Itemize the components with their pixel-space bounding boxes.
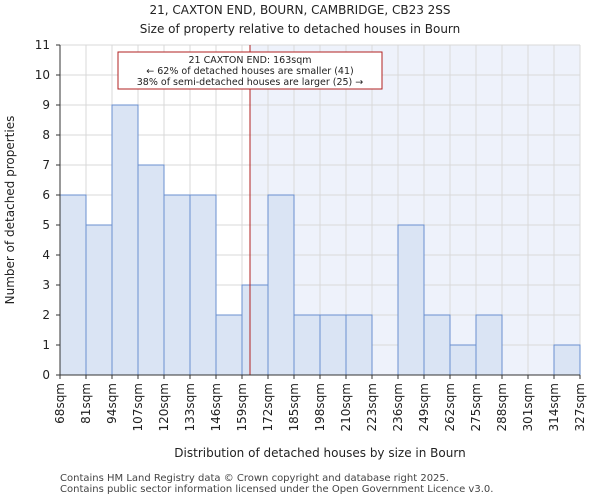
x-tick-label-94sqm: 94sqm [105,383,119,424]
x-tick-label-249sqm: 249sqm [417,383,431,431]
footer-attribution-1: Contains HM Land Registry data © Crown c… [60,473,449,484]
bar-159sqm [241,284,269,376]
x-tick-label-107sqm: 107sqm [131,383,145,431]
y-tick-label: 5 [42,218,50,232]
bar-198sqm [319,314,347,376]
y-tick-label: 10 [35,68,50,82]
x-axis-label: Distribution of detached houses by size … [174,446,465,460]
y-ticks: 0 1 2 3 4 5 6 7 8 9 10 11 [35,38,60,382]
y-tick-label: 11 [35,38,50,52]
bar-133sqm [189,194,217,376]
y-tick-label: 6 [42,188,50,202]
bar-185sqm [293,314,321,376]
annotation-box: 21 CAXTON END: 163sqm ← 62% of detached … [117,51,383,90]
bar-249sqm [423,314,451,376]
bar-210sqm [345,314,373,376]
bar-120sqm [163,194,191,376]
x-tick-label-68sqm: 68sqm [53,383,67,424]
bar-68sqm [59,194,87,376]
x-tick-label-262sqm: 262sqm [443,383,457,431]
y-tick-label: 0 [42,368,50,382]
y-tick-label: 2 [42,308,50,322]
x-tick-label-275sqm: 275sqm [469,383,483,431]
annotation-line1: 21 CAXTON END: 163sqm [189,55,312,66]
bar-262sqm [449,344,477,376]
bar-146sqm [215,314,243,376]
x-tick-label-159sqm: 159sqm [235,383,249,431]
y-axis-label: Number of detached properties [3,116,17,305]
x-tick-label-133sqm: 133sqm [183,383,197,431]
x-tick-label-223sqm: 223sqm [365,383,379,431]
annotation-border [117,51,383,90]
chart-subtitle: Size of property relative to detached ho… [140,22,461,36]
x-tick-label-185sqm: 185sqm [287,383,301,431]
footer-attribution-2: Contains public sector information licen… [60,484,494,495]
y-tick-label: 9 [42,98,50,112]
bar-314sqm [553,344,581,376]
x-tick-label-288sqm: 288sqm [495,383,509,431]
bar-81sqm [85,224,113,376]
y-tick-label: 7 [42,158,50,172]
x-ticks: 68sqm 81sqm 94sqm 107sqm 120sqm 133sqm 146sqm 1… [53,375,587,431]
bar-236sqm [397,224,425,376]
x-tick-label-210sqm: 210sqm [339,383,353,431]
annotation-line2: ← 62% of detached houses are smaller (41… [146,66,353,77]
x-tick-label-236sqm: 236sqm [391,383,405,431]
x-tick-label-146sqm: 146sqm [209,383,223,431]
bar-107sqm [137,164,165,376]
x-tick-label-314sqm: 314sqm [547,383,561,431]
bar-172sqm [267,194,295,376]
chart-title: 21, CAXTON END, BOURN, CAMBRIDGE, CB23 2… [149,3,450,17]
y-tick-label: 8 [42,128,50,142]
x-tick-label-327sqm: 327sqm [573,383,587,431]
y-tick-label: 4 [42,248,50,262]
bar-94sqm [111,104,139,376]
annotation-line3: 38% of semi-detached houses are larger (… [137,77,364,88]
x-tick-label-172sqm: 172sqm [261,383,275,431]
x-tick-label-198sqm: 198sqm [313,383,327,431]
bars [59,104,581,376]
y-tick-label: 1 [42,338,50,352]
x-tick-label-120sqm: 120sqm [157,383,171,431]
bar-275sqm [475,314,503,376]
y-tick-label: 3 [42,278,50,292]
x-tick-label-301sqm: 301sqm [521,383,535,431]
x-tick-label-81sqm: 81sqm [79,383,93,424]
